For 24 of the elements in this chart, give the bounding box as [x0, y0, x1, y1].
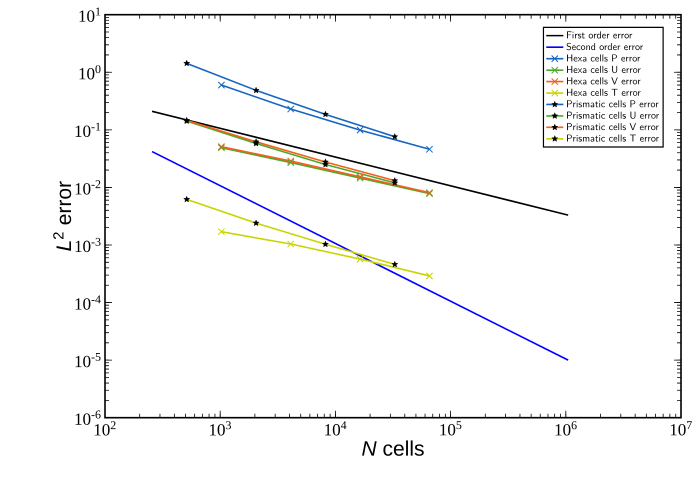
legend-label: Prismatic cells V error [567, 123, 659, 130]
legend-label: Prismatic cells T error [567, 134, 659, 142]
y-axis-title: L$^{2}$ error [53, 181, 72, 251]
legend-label: Prismatic cells P error [567, 100, 659, 108]
x-tick-label: 10$^{3}$ [210, 421, 231, 436]
legend-label: Prismatic cells U error [567, 112, 659, 119]
y-tick-label: 10$^{-3}$ [76, 238, 101, 252]
y-tick-label: 10$^{-2}$ [76, 180, 100, 195]
y-tick-label: 10$^{-5}$ [76, 353, 101, 368]
x-tick-label: 10$^{6}$ [556, 421, 577, 436]
x-tick-label: 10$^{4}$ [325, 421, 346, 436]
legend-label: Second order error [566, 42, 644, 50]
x-tick-label: 10$^{5}$ [440, 421, 462, 436]
x-tick-label: 10$^{7}$ [670, 421, 692, 436]
legend-label: Hexa cells T error [567, 88, 641, 96]
legend-label: First order error [567, 31, 632, 38]
legend-label: Hexa cells V error [567, 77, 641, 84]
y-tick-label: 10$^{0}$ [80, 65, 101, 80]
y-tick-label: 10$^{-1}$ [76, 122, 100, 137]
y-tick-label: 10$^{-4}$ [76, 295, 101, 310]
legend-label: Hexa cells U error [567, 66, 641, 74]
x-axis-title: N cells [362, 440, 424, 456]
legend-label: Hexa cells P error [567, 54, 640, 62]
y-tick-label: 10$^{1}$ [80, 8, 100, 22]
